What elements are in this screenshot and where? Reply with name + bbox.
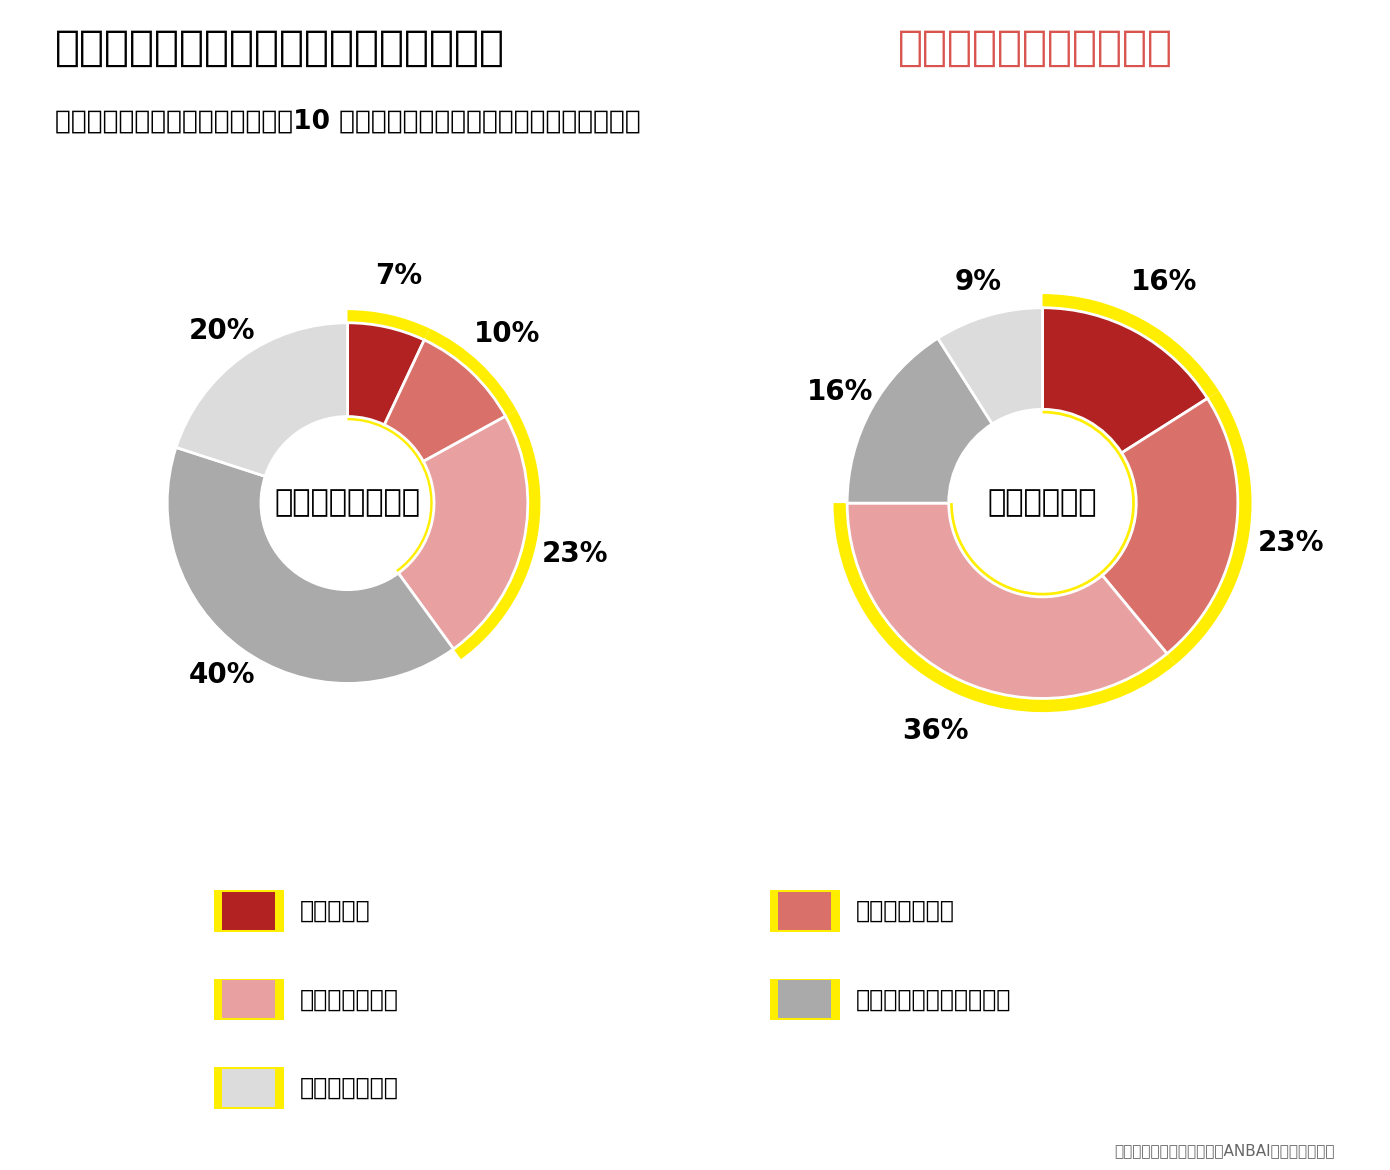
Text: ほとんど当てはまらない: ほとんど当てはまらない xyxy=(856,987,1012,1011)
Wedge shape xyxy=(847,338,992,503)
Wedge shape xyxy=(938,308,1042,424)
Text: 「会議間インターバル」: 「会議間インターバル」 xyxy=(898,27,1173,69)
Wedge shape xyxy=(399,417,528,649)
Bar xyxy=(778,892,831,930)
Wedge shape xyxy=(348,310,430,428)
Text: 少し当てはまる: 少し当てはまる xyxy=(300,987,399,1011)
Text: 低ストレス者: 低ストレス者 xyxy=(988,489,1097,517)
Wedge shape xyxy=(382,329,517,463)
Text: 9%: 9% xyxy=(955,268,1002,296)
Wedge shape xyxy=(1042,294,1219,455)
Text: 20%: 20% xyxy=(189,317,256,345)
Text: 40%: 40% xyxy=(189,661,256,689)
Bar xyxy=(770,978,840,1020)
Text: 打ち合わせが連続する場合、５〜10 分程度の休憩を設けることを実践している: 打ち合わせが連続する場合、５〜10 分程度の休憩を設けることを実践している xyxy=(56,108,641,135)
Wedge shape xyxy=(1099,391,1251,665)
Bar xyxy=(214,1067,284,1109)
Bar xyxy=(214,978,284,1020)
Text: ほぼ当てはまる: ほぼ当てはまる xyxy=(856,899,955,923)
Text: 当てはまらない: 当てはまらない xyxy=(300,1076,399,1100)
Text: 10%: 10% xyxy=(474,319,539,347)
Text: 16%: 16% xyxy=(808,378,874,406)
Bar xyxy=(222,980,275,1018)
Bar xyxy=(770,890,840,931)
Wedge shape xyxy=(847,503,1168,698)
Text: 隠れテレワ負債者: 隠れテレワ負債者 xyxy=(274,489,421,517)
Wedge shape xyxy=(348,323,424,425)
Text: 23%: 23% xyxy=(541,539,607,567)
Text: 16%: 16% xyxy=(1130,268,1197,296)
Bar xyxy=(778,980,831,1018)
Bar xyxy=(214,890,284,931)
Wedge shape xyxy=(385,340,506,461)
Bar xyxy=(222,1069,275,1107)
Text: 当てはまる: 当てはまる xyxy=(300,899,371,923)
Text: 7%: 7% xyxy=(375,262,421,290)
Text: 会議過多のエース社員の突然休職を防ぐ: 会議過多のエース社員の突然休職を防ぐ xyxy=(56,27,505,69)
Wedge shape xyxy=(396,411,541,659)
Wedge shape xyxy=(834,503,1176,713)
Wedge shape xyxy=(167,447,453,683)
Text: ストレス客観評価アプリ「ANBAI」を用いた調査: ストレス客観評価アプリ「ANBAI」を用いた調査 xyxy=(1113,1143,1334,1158)
Wedge shape xyxy=(177,323,348,476)
Text: 23%: 23% xyxy=(1258,529,1325,557)
Bar xyxy=(222,892,275,930)
Wedge shape xyxy=(1042,308,1208,453)
Text: 36%: 36% xyxy=(902,717,969,745)
Wedge shape xyxy=(1102,399,1238,654)
